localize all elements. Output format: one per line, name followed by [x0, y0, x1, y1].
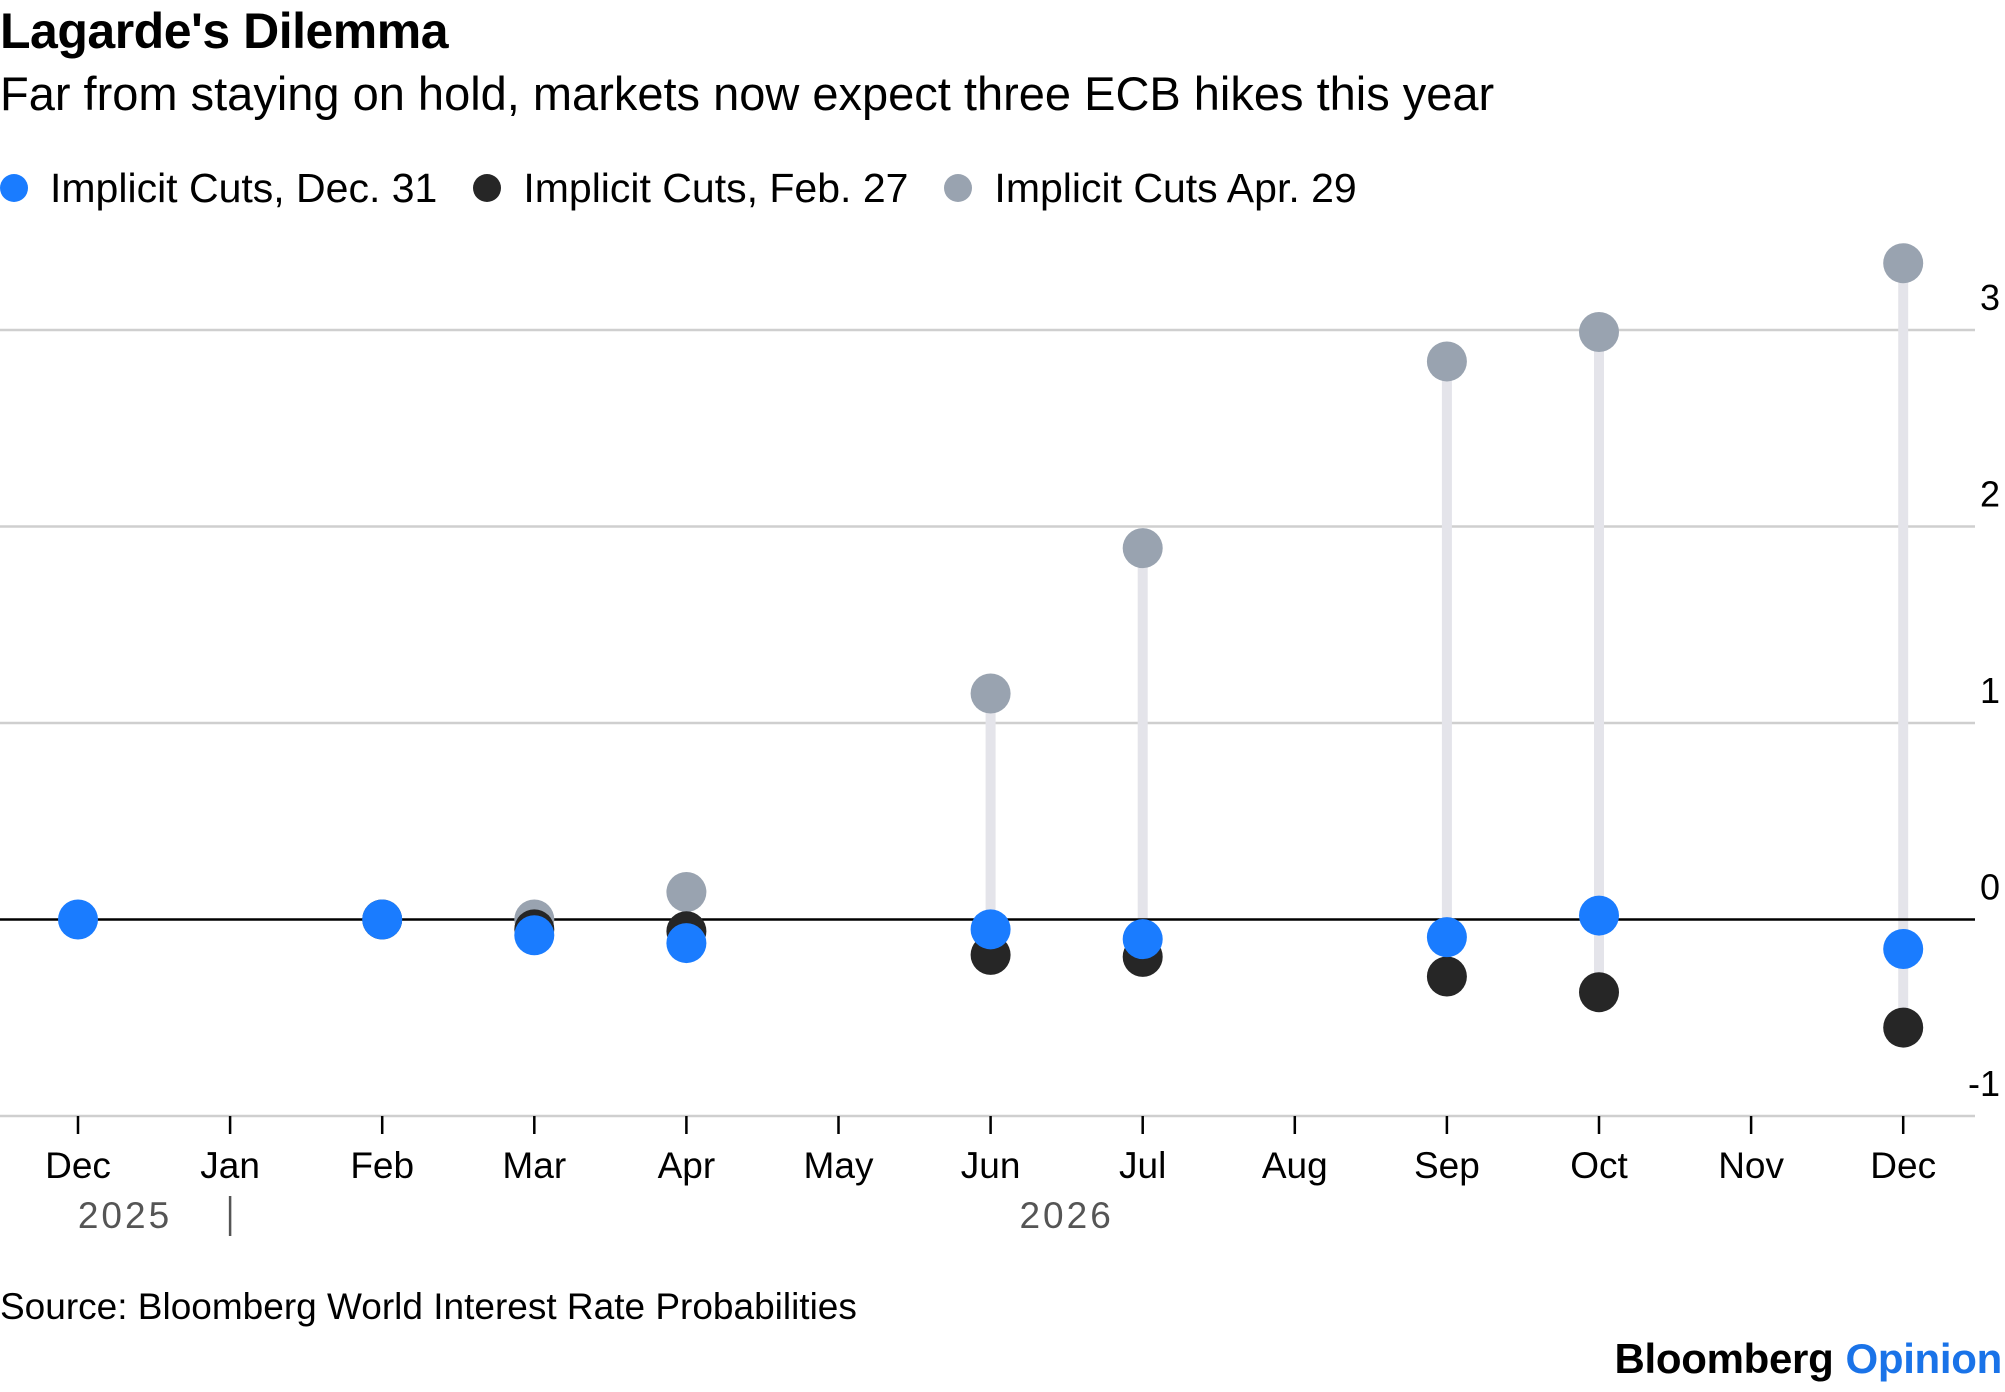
year-label-2026: 2026	[1019, 1195, 1113, 1236]
y-tick-label: -1	[1968, 1063, 2000, 1104]
x-tick-label: Jan	[200, 1145, 260, 1186]
y-tick-label: 1	[1980, 670, 2000, 711]
brand-section: Opinion	[1845, 1335, 2002, 1382]
data-point	[1579, 895, 1619, 936]
legend-item-apr29: Implicit Cuts Apr. 29	[944, 164, 1357, 212]
x-tick-label: Jun	[961, 1145, 1021, 1186]
x-tick-label: Dec	[45, 1145, 111, 1186]
y-tick-label: 0	[1980, 867, 2000, 908]
data-point	[1883, 1007, 1924, 1048]
x-tick-label: Jul	[1119, 1145, 1166, 1186]
data-point	[970, 909, 1011, 950]
data-point	[514, 915, 555, 956]
legend-dot-icon	[473, 174, 502, 202]
x-tick-label: Dec	[1870, 1145, 1936, 1186]
legend-dot-icon	[0, 174, 28, 202]
x-tick-label: Oct	[1570, 1145, 1628, 1186]
legend: Implicit Cuts, Dec. 31 Implicit Cuts, Fe…	[0, 160, 1393, 216]
legend-dot-icon	[944, 174, 973, 202]
data-point	[666, 923, 707, 964]
data-point	[1122, 528, 1163, 569]
brand-logo: Bloomberg Opinion	[1614, 1335, 2002, 1383]
data-point	[362, 899, 403, 940]
data-point	[1426, 341, 1467, 382]
data-point	[1579, 972, 1619, 1013]
data-point	[1122, 919, 1163, 960]
chart-subtitle: Far from staying on hold, markets now ex…	[0, 67, 1495, 120]
legend-item-dec31: Implicit Cuts, Dec. 31	[0, 165, 437, 212]
y-tick-label: 3	[1980, 277, 2000, 318]
data-point	[970, 673, 1011, 714]
data-point	[1579, 311, 1619, 352]
data-point	[1426, 956, 1467, 997]
chart-title: Lagarde's Dilemma	[0, 3, 449, 59]
x-tick-label: May	[804, 1145, 874, 1186]
brand-name: Bloomberg	[1614, 1335, 1834, 1382]
x-tick-label: Mar	[502, 1145, 566, 1186]
data-point	[1426, 917, 1467, 958]
x-tick-label: Feb	[350, 1145, 414, 1186]
source-note: Source: Bloomberg World Interest Rate Pr…	[0, 1286, 857, 1327]
x-tick-label: Apr	[658, 1145, 716, 1186]
legend-label: Implicit Cuts Apr. 29	[994, 164, 1357, 211]
data-point	[666, 871, 707, 912]
year-label-2025: 2025	[78, 1195, 172, 1236]
legend-item-feb27: Implicit Cuts, Feb. 27	[473, 165, 908, 212]
data-point	[1883, 928, 1924, 969]
legend-label: Implicit Cuts, Feb. 27	[523, 164, 909, 211]
x-tick-label: Nov	[1718, 1145, 1784, 1186]
y-tick-label: 2	[1980, 474, 2000, 515]
x-tick-label: Aug	[1262, 1145, 1328, 1186]
data-point	[1883, 243, 1924, 284]
data-point	[58, 899, 98, 940]
legend-label: Implicit Cuts, Dec. 31	[50, 164, 438, 211]
x-tick-label: Sep	[1414, 1145, 1480, 1186]
